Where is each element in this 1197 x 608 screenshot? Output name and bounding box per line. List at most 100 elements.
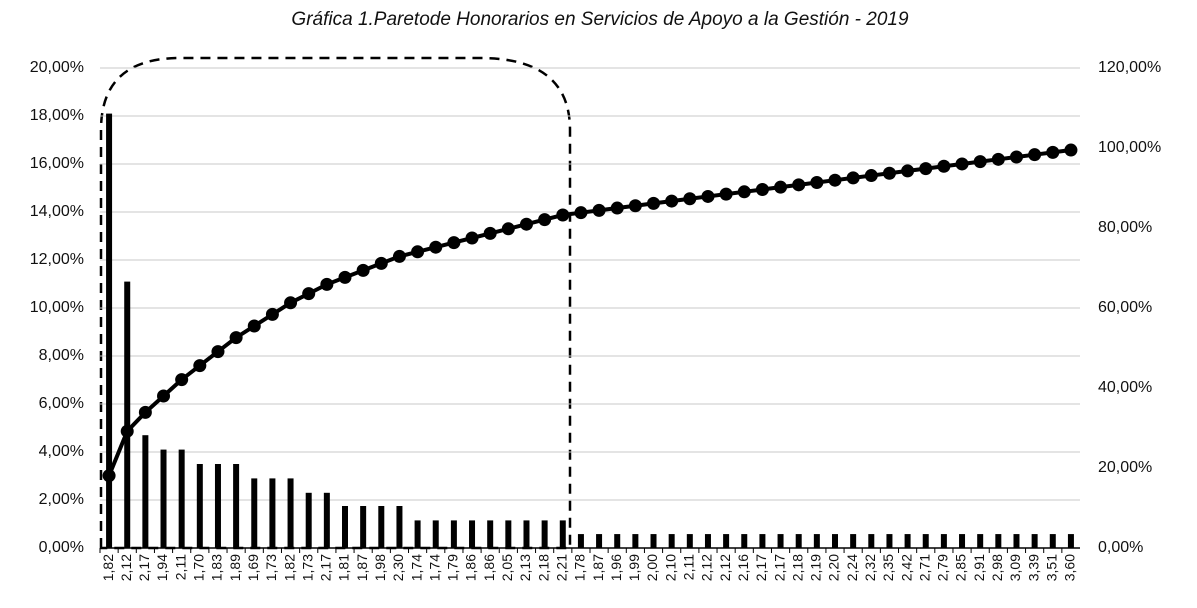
y-tick-label: 20,00% bbox=[30, 59, 84, 76]
x-tick-label: 3,39 bbox=[1025, 554, 1041, 581]
y-tick-label: 6,00% bbox=[39, 395, 84, 412]
x-tick-label: 1,82 bbox=[281, 554, 297, 581]
x-tick-label: 1,81 bbox=[336, 554, 352, 581]
x-tick-label: 2,11 bbox=[172, 554, 188, 580]
x-tick-label: 2,17 bbox=[753, 554, 769, 581]
x-tick-label: 1,87 bbox=[590, 554, 606, 581]
x-tick-label: 2,17 bbox=[771, 554, 787, 581]
x-tick-label: 1,86 bbox=[481, 554, 497, 581]
line-marker bbox=[574, 206, 588, 220]
bar bbox=[124, 281, 131, 548]
bar bbox=[1031, 534, 1038, 548]
line-marker bbox=[193, 359, 207, 373]
y-tick-label: 2,00% bbox=[39, 491, 84, 508]
bar bbox=[922, 534, 929, 548]
x-tick-label: 1,74 bbox=[408, 554, 424, 581]
line-marker bbox=[501, 222, 515, 236]
line-marker bbox=[247, 319, 261, 333]
y2-tick-label: 80,00% bbox=[1098, 219, 1152, 236]
line-marker bbox=[810, 176, 824, 190]
line-marker bbox=[302, 287, 316, 301]
line-marker bbox=[628, 199, 642, 213]
x-tick-label: 1,96 bbox=[608, 554, 624, 581]
bar bbox=[977, 534, 984, 548]
line-marker bbox=[828, 173, 842, 187]
x-tick-label: 2,24 bbox=[844, 554, 860, 581]
x-tick-label: 2,91 bbox=[971, 554, 987, 581]
bar bbox=[378, 506, 385, 548]
line-marker bbox=[211, 345, 225, 359]
x-tick-label: 2,18 bbox=[535, 554, 551, 581]
x-tick-label: 3,60 bbox=[1062, 554, 1078, 581]
x-tick-label: 1,89 bbox=[227, 554, 243, 581]
y-tick-label: 10,00% bbox=[30, 299, 84, 316]
bar bbox=[832, 534, 838, 548]
line-marker bbox=[592, 203, 606, 217]
x-tick-label: 2,98 bbox=[989, 554, 1005, 581]
x-tick-label: 3,09 bbox=[1007, 554, 1023, 581]
x-tick-label: 2,13 bbox=[517, 554, 533, 581]
bar bbox=[214, 464, 221, 548]
bar bbox=[995, 534, 1002, 548]
x-tick-label: 2,79 bbox=[935, 554, 951, 581]
line-marker bbox=[701, 189, 715, 203]
x-tick-label: 2,85 bbox=[953, 554, 969, 581]
bar bbox=[323, 492, 330, 548]
x-tick-label: 1,69 bbox=[245, 554, 261, 581]
x-tick-label: 3,51 bbox=[1043, 554, 1059, 581]
x-tick-label: 1,86 bbox=[463, 554, 479, 581]
x-tick-label: 1,73 bbox=[263, 554, 279, 581]
bar bbox=[632, 534, 639, 548]
bar bbox=[142, 435, 149, 548]
bar bbox=[614, 534, 621, 548]
bar bbox=[541, 520, 548, 548]
line-marker bbox=[1046, 145, 1060, 159]
y2-tick-label: 60,00% bbox=[1098, 299, 1152, 316]
x-tick-label: 1,82 bbox=[100, 554, 116, 581]
bar bbox=[596, 534, 603, 548]
y-tick-label: 16,00% bbox=[30, 155, 84, 172]
bar bbox=[704, 534, 711, 548]
line-marker bbox=[737, 185, 751, 199]
line-marker bbox=[320, 277, 334, 291]
bar bbox=[686, 534, 693, 548]
bar bbox=[940, 534, 947, 548]
line-marker bbox=[973, 155, 987, 169]
bar bbox=[868, 534, 875, 548]
bar bbox=[886, 534, 893, 548]
line-marker bbox=[229, 331, 243, 345]
bar bbox=[759, 534, 766, 548]
y-tick-label: 14,00% bbox=[30, 203, 84, 220]
line-marker bbox=[356, 263, 370, 277]
bar bbox=[505, 520, 512, 548]
x-tick-label: 2,05 bbox=[499, 554, 515, 581]
bar bbox=[432, 520, 439, 548]
line-marker bbox=[846, 171, 860, 185]
y2-tick-label: 100,00% bbox=[1098, 139, 1161, 156]
x-tick-label: 2,11 bbox=[681, 554, 697, 580]
line-marker bbox=[138, 405, 152, 419]
line-marker bbox=[792, 178, 806, 192]
bar bbox=[813, 534, 820, 548]
bar bbox=[559, 520, 566, 548]
y-tick-label: 12,00% bbox=[30, 251, 84, 268]
bar bbox=[342, 506, 348, 548]
bar bbox=[233, 464, 240, 548]
line-marker bbox=[556, 208, 570, 222]
y2-tick-label: 0,00% bbox=[1098, 539, 1143, 556]
line-marker bbox=[120, 424, 134, 438]
line-marker bbox=[901, 164, 915, 178]
bar bbox=[287, 478, 294, 548]
x-tick-label: 2,10 bbox=[662, 554, 678, 581]
x-tick-label: 2,19 bbox=[808, 554, 824, 581]
line-marker bbox=[392, 249, 406, 263]
highlight-box bbox=[99, 56, 572, 550]
x-tick-label: 1,70 bbox=[191, 554, 207, 581]
bar bbox=[106, 113, 113, 548]
bar bbox=[160, 449, 167, 548]
chart-title: Gráfica 1.Paretode Honorarios en Servici… bbox=[291, 9, 909, 30]
y2-tick-label: 40,00% bbox=[1098, 379, 1152, 396]
bar bbox=[1067, 534, 1074, 548]
line-marker bbox=[538, 213, 552, 227]
